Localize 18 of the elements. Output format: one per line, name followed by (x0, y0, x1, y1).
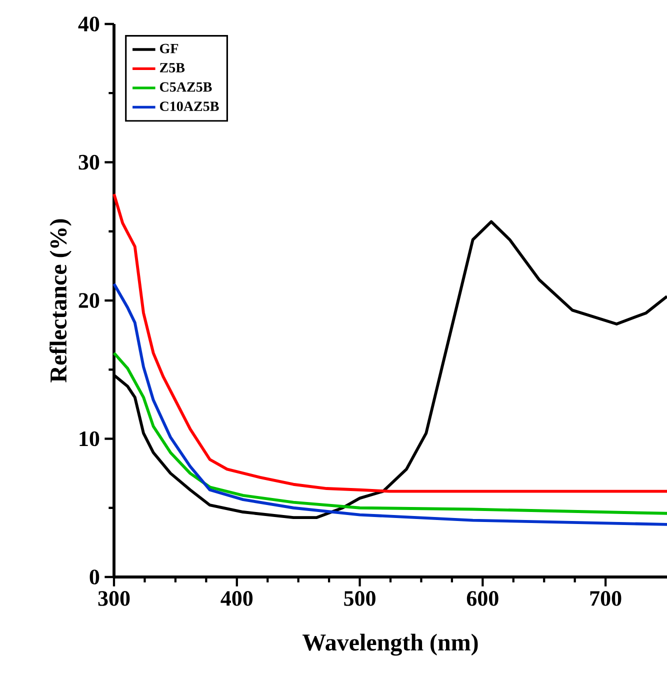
x-tick-label: 700 (590, 591, 622, 606)
x-tick-label: 400 (220, 591, 253, 606)
legend-label: GF (160, 44, 178, 54)
x-tick-label: 500 (344, 591, 376, 606)
legend-label: C10AZ5B (160, 102, 219, 112)
x-axis-title: Wavelength (nm) (302, 634, 478, 656)
legend-label: C5AZ5B (160, 82, 212, 92)
x-tick-label: 300 (98, 591, 130, 606)
y-tick-label: 0 (90, 570, 100, 584)
x-tick-label: 600 (466, 591, 498, 606)
y-axis-title: Reflectance (%) (49, 219, 72, 382)
y-tick-label: 10 (80, 431, 100, 446)
legend-label: Z5B (160, 63, 185, 72)
line-series (112, 282, 667, 526)
y-tick-label: 40 (78, 16, 100, 32)
line-series (112, 352, 667, 515)
y-tick-label: 30 (78, 154, 100, 170)
y-tick-label: 20 (78, 293, 100, 308)
